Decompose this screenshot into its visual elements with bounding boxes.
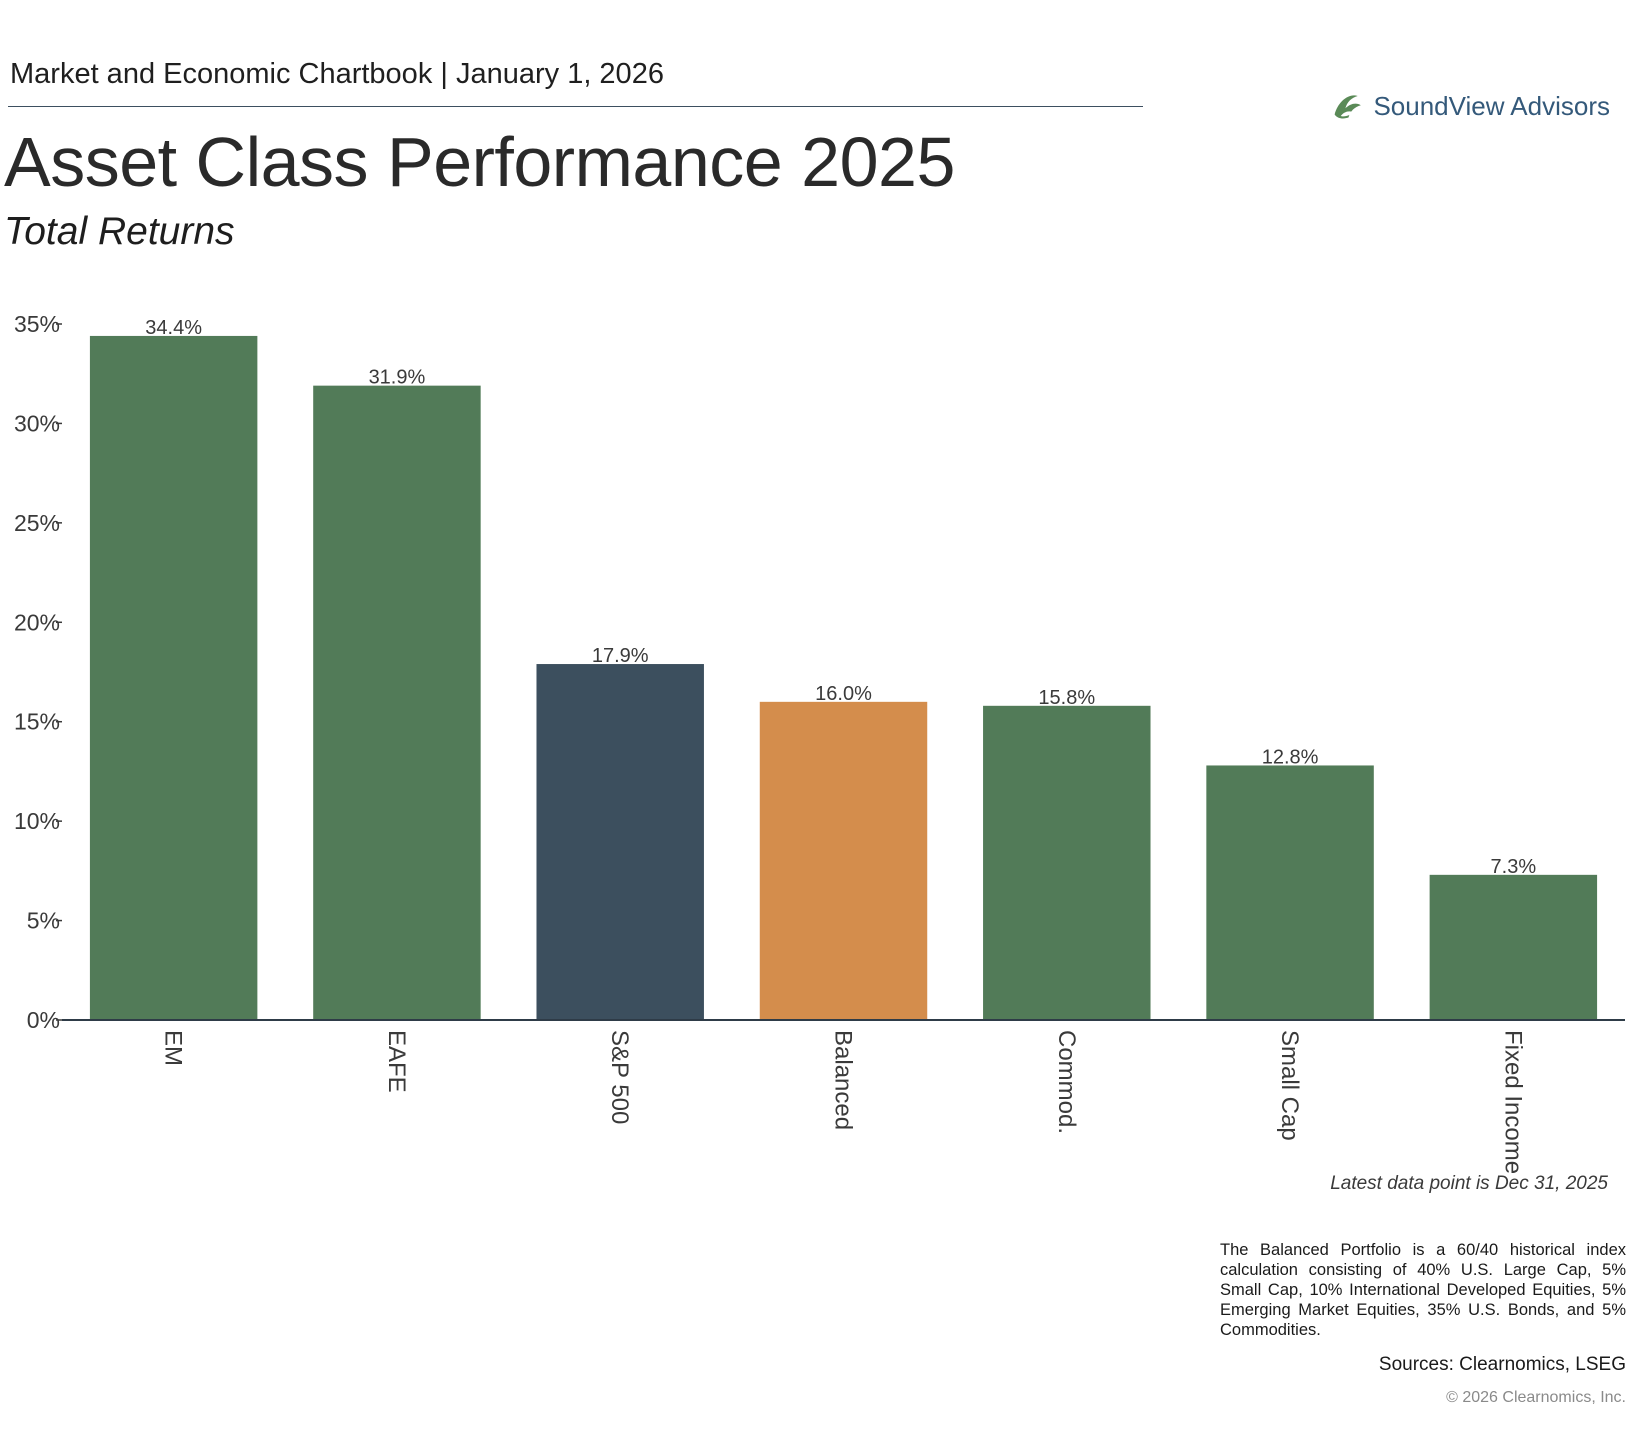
- bar-2: [536, 664, 704, 1020]
- y-tick-label: 35%: [14, 311, 60, 337]
- category-label: Fixed Income: [1499, 1030, 1526, 1174]
- value-labels: 34.4% 31.9% 17.9% 16.0% 15.8% 12.8% 7.3%: [145, 317, 1536, 878]
- bar-4: [983, 705, 1151, 1020]
- category-label: Commod.: [1053, 1030, 1080, 1134]
- value-label: 34.4%: [145, 317, 202, 339]
- value-label: 16.0%: [815, 683, 872, 705]
- y-axis: 0% 5% 10% 15% 20% 25% 30% 35%: [14, 311, 62, 1033]
- y-tick-label: 25%: [14, 510, 60, 536]
- copyright-note: © 2026 Clearnomics, Inc.: [1446, 1389, 1626, 1406]
- x-axis: EM EAFE S&P 500 Balanced Commod. Small Cap Fix…: [62, 1019, 1625, 1174]
- wave-leaf-icon: [1334, 95, 1361, 119]
- y-tick-label: 30%: [14, 410, 60, 436]
- page-subtitle: Total Returns: [4, 210, 235, 253]
- y-tick-label: 15%: [14, 709, 60, 735]
- page-title: Asset Class Performance 2025: [4, 123, 955, 201]
- bar-0: [89, 335, 258, 1021]
- category-label: S&P 500: [606, 1030, 633, 1124]
- value-label: 7.3%: [1491, 856, 1537, 878]
- y-tick-label: 10%: [14, 808, 60, 834]
- y-tick-label: 5%: [27, 908, 60, 934]
- category-label: Balanced: [830, 1030, 857, 1130]
- y-tick-label: 0%: [27, 1007, 60, 1033]
- bars: [89, 335, 1598, 1021]
- header-divider: [8, 106, 1143, 107]
- category-label: Small Cap: [1276, 1030, 1303, 1141]
- value-label: 17.9%: [592, 645, 649, 667]
- bar-5: [1206, 765, 1374, 1020]
- balanced-portfolio-note: The Balanced Portfolio is a 60/40 histor…: [1220, 1241, 1626, 1339]
- company-name: SoundView Advisors: [1373, 90, 1610, 121]
- bar-1: [313, 385, 481, 1020]
- bar-chart: 0% 5% 10% 15% 20% 25% 30% 35% 34.4% 31.9% 17.9% 16…: [14, 311, 1625, 1174]
- value-label: 12.8%: [1262, 746, 1319, 768]
- category-label: EM: [160, 1030, 187, 1066]
- value-label: 15.8%: [1038, 687, 1095, 709]
- company-logo: SoundView Advisors: [1330, 82, 1610, 130]
- y-tick-label: 20%: [14, 609, 60, 635]
- category-label: EAFE: [383, 1030, 410, 1093]
- latest-data-note: Latest data point is Dec 31, 2025: [1330, 1173, 1608, 1194]
- sources-note: Sources: Clearnomics, LSEG: [1378, 1354, 1626, 1375]
- chartbook-header: Market and Economic Chartbook | January …: [10, 58, 664, 90]
- bar-3: [759, 701, 928, 1020]
- value-label: 31.9%: [369, 367, 426, 389]
- bar-6: [1429, 874, 1598, 1020]
